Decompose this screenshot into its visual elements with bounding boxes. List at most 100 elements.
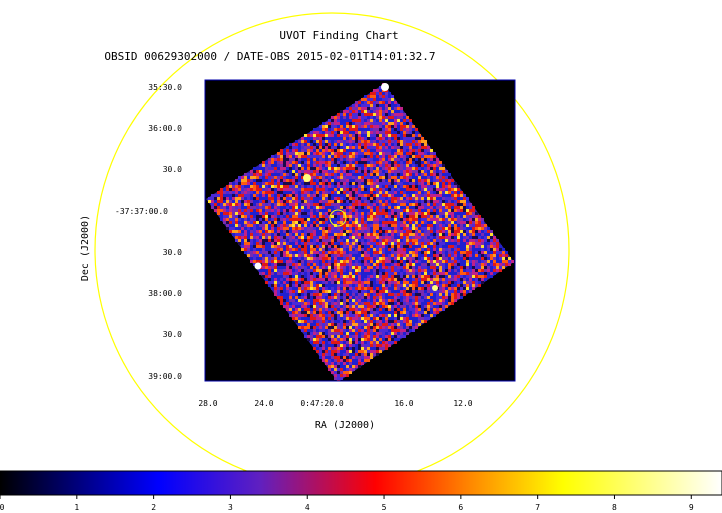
- image-pixel: [313, 182, 316, 185]
- image-pixel: [481, 272, 484, 275]
- image-pixel: [355, 212, 358, 215]
- image-pixel: [319, 149, 322, 152]
- image-pixel: [337, 269, 340, 272]
- image-pixel: [379, 95, 382, 98]
- image-pixel: [403, 251, 406, 254]
- image-pixel: [394, 230, 397, 233]
- image-pixel: [418, 146, 421, 149]
- image-pixel: [397, 116, 400, 119]
- image-pixel: [277, 203, 280, 206]
- image-pixel: [460, 269, 463, 272]
- image-pixel: [370, 149, 373, 152]
- image-pixel: [343, 254, 346, 257]
- image-pixel: [388, 188, 391, 191]
- image-pixel: [286, 170, 289, 173]
- image-pixel: [265, 245, 268, 248]
- image-pixel: [394, 128, 397, 131]
- image-pixel: [262, 164, 265, 167]
- image-pixel: [373, 227, 376, 230]
- image-pixel: [286, 281, 289, 284]
- image-pixel: [418, 314, 421, 317]
- image-pixel: [403, 170, 406, 173]
- image-pixel: [244, 212, 247, 215]
- image-pixel: [373, 302, 376, 305]
- image-pixel: [367, 188, 370, 191]
- image-pixel: [502, 254, 505, 257]
- image-pixel: [349, 140, 352, 143]
- image-pixel: [382, 314, 385, 317]
- image-pixel: [337, 203, 340, 206]
- image-pixel: [412, 182, 415, 185]
- image-pixel: [469, 221, 472, 224]
- image-pixel: [388, 248, 391, 251]
- image-pixel: [271, 260, 274, 263]
- image-pixel: [469, 260, 472, 263]
- image-pixel: [406, 239, 409, 242]
- image-pixel: [343, 308, 346, 311]
- image-pixel: [280, 275, 283, 278]
- image-pixel: [274, 257, 277, 260]
- image-pixel: [418, 269, 421, 272]
- image-pixel: [478, 251, 481, 254]
- image-pixel: [292, 257, 295, 260]
- image-pixel: [430, 212, 433, 215]
- image-pixel: [385, 137, 388, 140]
- image-pixel: [328, 194, 331, 197]
- image-pixel: [268, 185, 271, 188]
- image-pixel: [385, 191, 388, 194]
- image-pixel: [319, 251, 322, 254]
- image-pixel: [370, 188, 373, 191]
- image-pixel: [310, 248, 313, 251]
- image-pixel: [301, 245, 304, 248]
- image-pixel: [484, 251, 487, 254]
- image-pixel: [286, 203, 289, 206]
- image-pixel: [265, 209, 268, 212]
- image-pixel: [337, 245, 340, 248]
- image-pixel: [313, 299, 316, 302]
- image-pixel: [352, 245, 355, 248]
- image-pixel: [367, 239, 370, 242]
- image-pixel: [433, 260, 436, 263]
- image-pixel: [301, 146, 304, 149]
- image-pixel: [412, 323, 415, 326]
- image-pixel: [478, 263, 481, 266]
- image-pixel: [403, 209, 406, 212]
- image-pixel: [427, 278, 430, 281]
- image-pixel: [364, 209, 367, 212]
- image-pixel: [412, 236, 415, 239]
- image-pixel: [325, 200, 328, 203]
- image-pixel: [439, 170, 442, 173]
- image-pixel: [340, 275, 343, 278]
- image-pixel: [340, 179, 343, 182]
- image-pixel: [397, 215, 400, 218]
- image-pixel: [316, 266, 319, 269]
- image-pixel: [355, 110, 358, 113]
- image-pixel: [274, 179, 277, 182]
- image-pixel: [484, 227, 487, 230]
- image-pixel: [304, 332, 307, 335]
- image-pixel: [253, 245, 256, 248]
- image-pixel: [334, 254, 337, 257]
- image-pixel: [391, 305, 394, 308]
- image-pixel: [244, 230, 247, 233]
- image-pixel: [343, 305, 346, 308]
- image-pixel: [328, 188, 331, 191]
- image-pixel: [208, 197, 211, 200]
- image-pixel: [343, 302, 346, 305]
- image-pixel: [370, 116, 373, 119]
- image-pixel: [394, 326, 397, 329]
- image-pixel: [217, 206, 220, 209]
- image-pixel: [358, 266, 361, 269]
- image-pixel: [301, 188, 304, 191]
- image-pixel: [292, 272, 295, 275]
- image-pixel: [373, 158, 376, 161]
- image-pixel: [352, 158, 355, 161]
- image-pixel: [274, 194, 277, 197]
- image-pixel: [388, 269, 391, 272]
- image-pixel: [388, 305, 391, 308]
- image-pixel: [475, 215, 478, 218]
- image-pixel: [325, 302, 328, 305]
- image-pixel: [445, 287, 448, 290]
- image-pixel: [250, 191, 253, 194]
